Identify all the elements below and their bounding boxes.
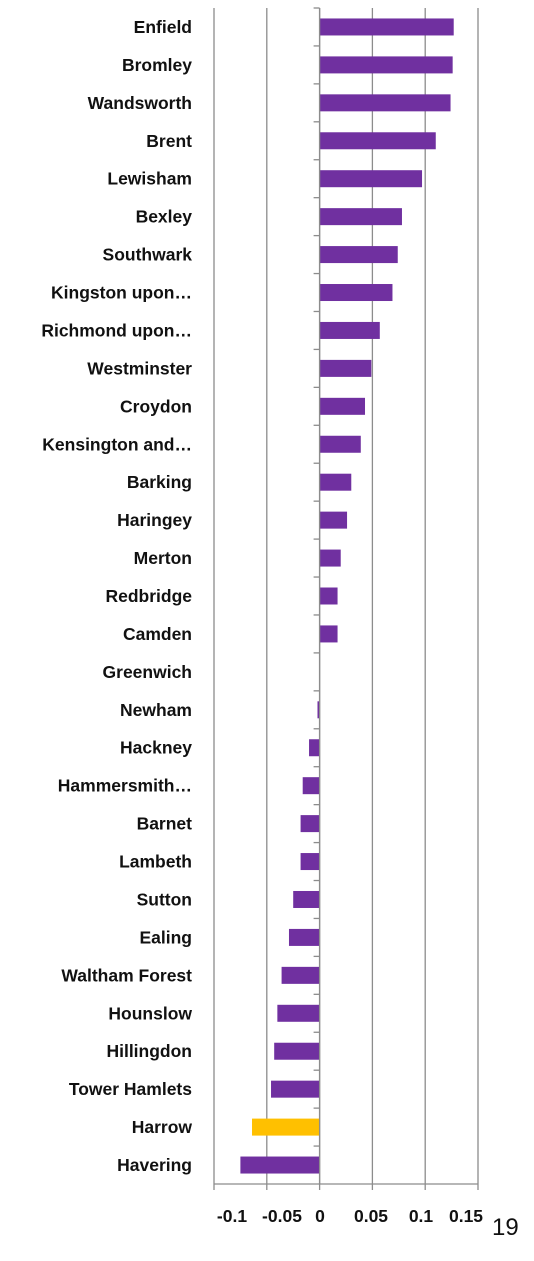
category-label: Lambeth: [119, 852, 192, 872]
bar: [319, 587, 338, 605]
bar: [319, 18, 454, 36]
category-label: Havering: [117, 1155, 192, 1175]
category-label: Wandsworth: [88, 93, 192, 113]
category-label: Barnet: [137, 814, 193, 834]
category-label: Hounslow: [108, 1003, 192, 1023]
category-label: Croydon: [120, 396, 192, 416]
bar: [252, 1118, 320, 1136]
bar: [274, 1042, 320, 1060]
category-label: Tower Hamlets: [69, 1079, 192, 1099]
x-tick-labels: -0.1 -0.05 0 0.05 0.1 0.15: [217, 1206, 483, 1226]
x-tick-label: 0.05: [354, 1206, 388, 1226]
bar: [319, 625, 338, 643]
bar: [288, 928, 320, 946]
category-label: Bexley: [136, 207, 193, 227]
bar: [317, 701, 320, 719]
bar: [281, 966, 320, 984]
category-label: Hillingdon: [106, 1041, 192, 1061]
bar: [319, 473, 352, 491]
bar: [319, 511, 348, 529]
bar: [309, 739, 320, 757]
bar: [319, 170, 423, 188]
bar: [300, 853, 320, 871]
bar: [319, 435, 361, 453]
category-label: Redbridge: [105, 586, 192, 606]
category-label: Bromley: [122, 55, 192, 75]
category-labels: Enfield Bromley Wandsworth Brent Lewisham Bex…: [41, 17, 192, 1175]
bar: [319, 284, 393, 302]
x-tick-label: -0.05: [262, 1206, 302, 1226]
category-label: Kingston upon…: [51, 283, 192, 303]
bar: [302, 777, 320, 795]
category-label: Enfield: [134, 17, 192, 37]
bar: [319, 132, 436, 150]
category-label: Barking: [127, 472, 192, 492]
category-label: Merton: [134, 548, 192, 568]
page-number: 19: [492, 1214, 519, 1241]
bar: [319, 321, 380, 339]
bar: [319, 549, 341, 567]
bar: [277, 1004, 320, 1022]
category-label: Hammersmith…: [58, 776, 192, 796]
category-label: Hackney: [120, 738, 192, 758]
bar: [319, 359, 372, 377]
category-label: Westminster: [87, 358, 192, 378]
bar: [319, 94, 451, 112]
bar: [300, 815, 320, 833]
category-label: Brent: [146, 131, 192, 151]
category-label: Richmond upon…: [41, 320, 192, 340]
axes: [213, 7, 479, 1190]
category-label: Sutton: [137, 889, 192, 909]
category-label: Camden: [123, 624, 192, 644]
bar: [293, 890, 320, 908]
category-label: Ealing: [139, 927, 192, 947]
bar: [240, 1156, 320, 1174]
category-label: Waltham Forest: [61, 965, 192, 985]
bar: [271, 1080, 320, 1098]
category-label: Haringey: [117, 510, 192, 530]
bars: [240, 18, 454, 1174]
bar: [319, 397, 366, 415]
category-label: Lewisham: [107, 169, 192, 189]
bar: [319, 246, 398, 264]
x-tick-label: 0.1: [409, 1206, 434, 1226]
x-tick-label: 0: [315, 1206, 325, 1226]
x-tick-label: 0.15: [449, 1206, 483, 1226]
category-label: Greenwich: [103, 662, 192, 682]
bar: [319, 56, 453, 74]
category-label: Southwark: [103, 245, 193, 265]
bar: [319, 208, 402, 226]
category-label: Newham: [120, 700, 192, 720]
category-label: Harrow: [132, 1117, 193, 1137]
x-tick-label: -0.1: [217, 1206, 247, 1226]
category-label: Kensington and…: [42, 434, 192, 454]
